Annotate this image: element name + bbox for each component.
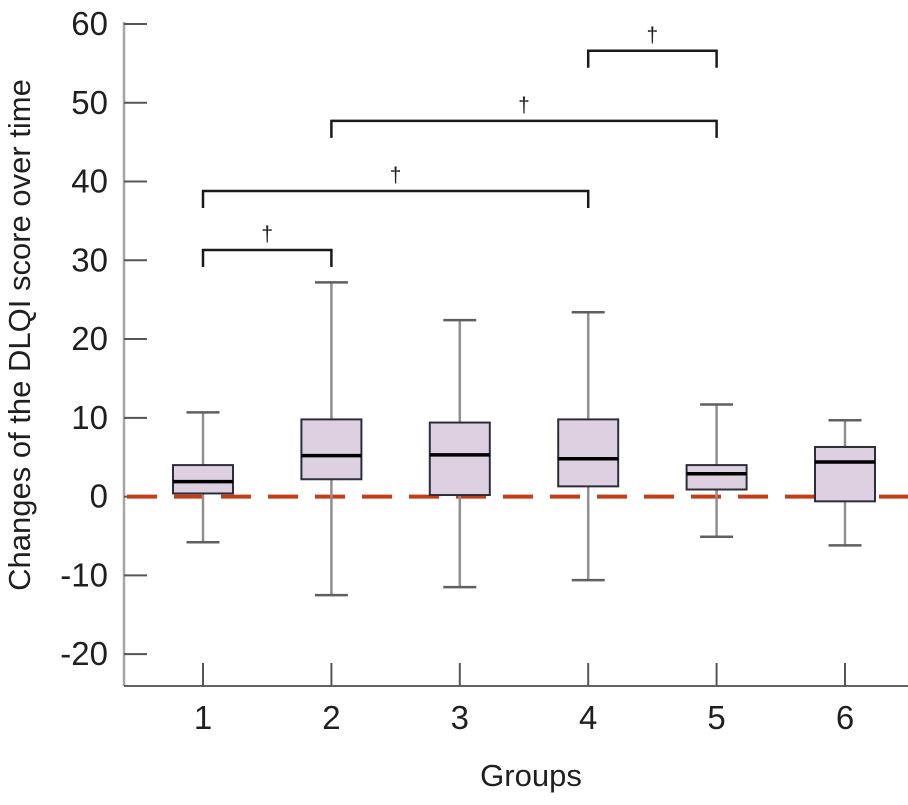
- x-tick-label: 6: [836, 699, 854, 736]
- box-rect: [428, 421, 491, 497]
- y-axis-title: Changes of the DLQI score over time: [2, 79, 37, 591]
- significance-bracket: [201, 189, 590, 208]
- box-rect: [557, 418, 620, 488]
- dagger-label: †: [390, 164, 402, 187]
- dagger-label: †: [647, 24, 659, 47]
- dagger-label: †: [261, 223, 273, 246]
- box-rect: [172, 464, 234, 495]
- box-rect: [814, 445, 876, 503]
- significance-bracket: [330, 119, 718, 138]
- y-tick-label: -20: [60, 635, 108, 672]
- y-tick-label: 10: [71, 399, 108, 436]
- y-tick-label: 50: [71, 84, 108, 121]
- x-axis-title: Groups: [480, 758, 582, 793]
- y-tick-label: 40: [71, 163, 108, 200]
- x-tick-label: 3: [451, 699, 469, 736]
- y-tick-label: 20: [71, 320, 108, 357]
- box-rect: [300, 418, 363, 481]
- y-tick-label: -10: [60, 556, 108, 593]
- x-tick-label: 5: [707, 699, 725, 736]
- x-tick-label: 2: [322, 699, 340, 736]
- y-tick-label: 60: [71, 5, 108, 42]
- y-tick-label: 30: [71, 241, 108, 278]
- x-tick-label: 1: [194, 699, 212, 736]
- box-rect: [685, 464, 748, 491]
- x-tick-label: 4: [579, 699, 597, 736]
- y-tick-label: 0: [90, 478, 108, 515]
- dagger-label: †: [518, 94, 530, 117]
- significance-bracket: [586, 49, 718, 68]
- significance-bracket: [201, 248, 333, 268]
- chart-layer: 60 50 40 30 20 10 0 -10 -20 1 2 3 4 5 6 † † † †: [60, 5, 908, 736]
